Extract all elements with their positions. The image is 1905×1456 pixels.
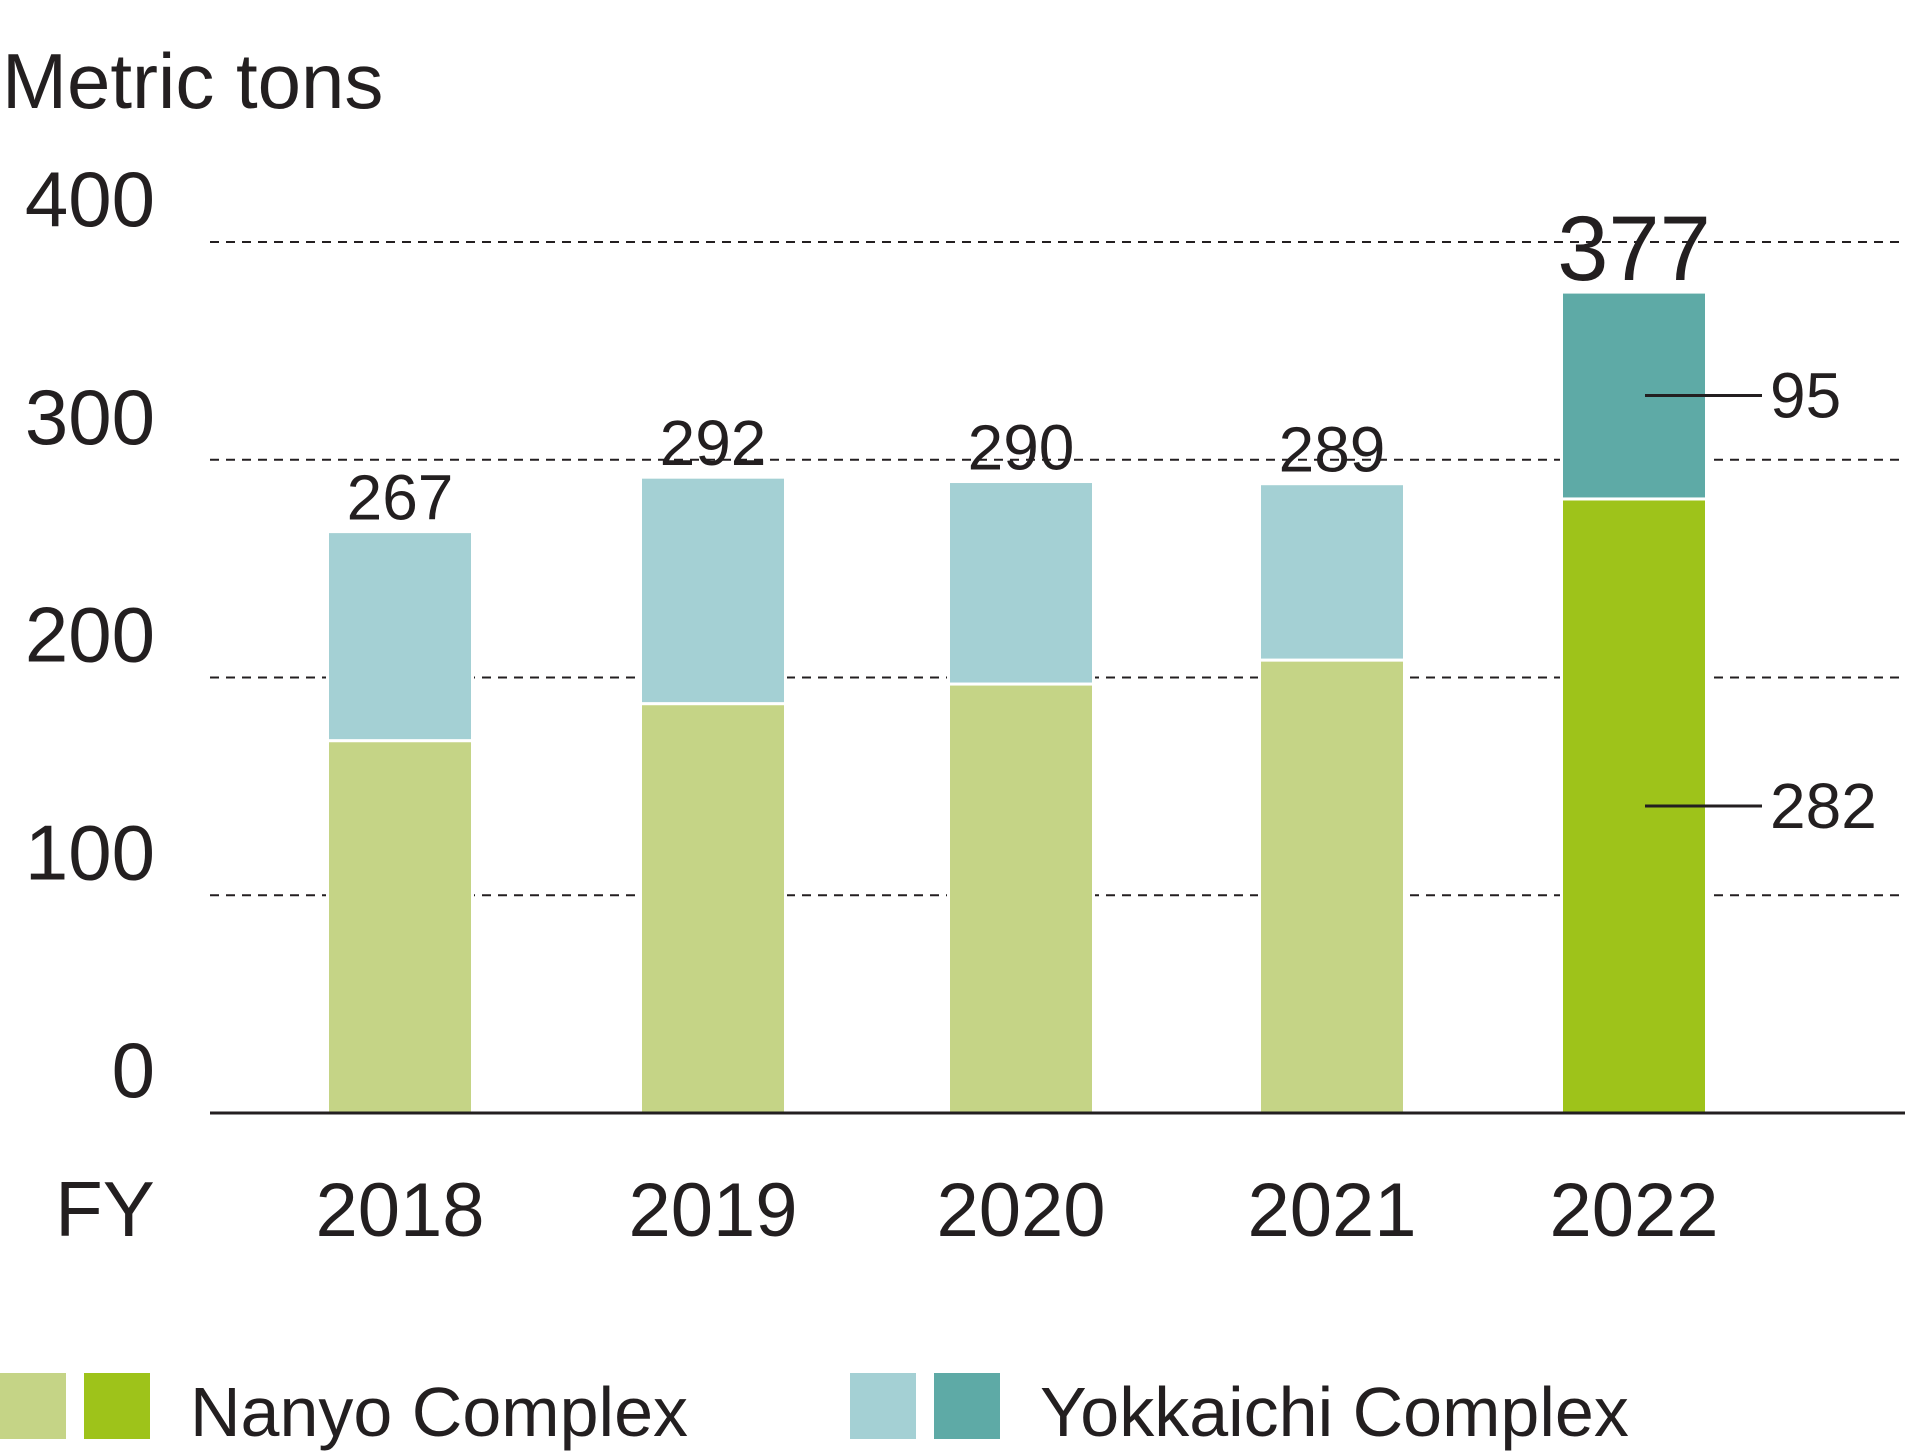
bar-segment: [947, 480, 1095, 686]
y-tick-labels: 0 100 200 300 400: [25, 155, 155, 1114]
legend-label: Nanyo Complex: [190, 1373, 688, 1451]
y-tick-label: 200: [25, 591, 155, 679]
total-label: 289: [1279, 414, 1386, 486]
legend-swatch: [850, 1373, 916, 1439]
bar-segment: [639, 475, 787, 706]
total-label: 292: [660, 407, 767, 479]
bar-segment: [1258, 482, 1406, 662]
legend-swatch: [934, 1373, 1000, 1439]
total-label: 290: [968, 412, 1075, 484]
x-tick-label: 2021: [1247, 1168, 1416, 1253]
total-label: 377: [1557, 198, 1711, 300]
x-axis-label: FY: [55, 1165, 155, 1253]
bar-segment: [326, 530, 474, 743]
bar-segment: [639, 702, 787, 1115]
legend-swatch: [0, 1373, 66, 1439]
bar-segment: [326, 739, 474, 1115]
legend: Nanyo Complex Yokkaichi Complex: [0, 1373, 1629, 1451]
y-tick-label: 400: [25, 155, 155, 243]
legend-swatch: [84, 1373, 150, 1439]
callout-label: 95: [1770, 360, 1841, 432]
x-tick-label: 2019: [628, 1168, 797, 1253]
y-tick-label: 0: [112, 1026, 155, 1114]
x-tick-label: 2018: [315, 1168, 484, 1253]
x-tick-label: 2020: [936, 1168, 1105, 1253]
x-tick-label: 2022: [1549, 1168, 1718, 1253]
callouts: 95 282: [1645, 360, 1877, 842]
bar-segment: [1258, 658, 1406, 1115]
total-labels: 267 292 290 289 377: [347, 198, 1711, 534]
bar-segment: [947, 682, 1095, 1115]
y-tick-label: 300: [25, 373, 155, 461]
x-tick-labels: 2018 2019 2020 2021 2022: [315, 1168, 1718, 1253]
y-tick-label: 100: [25, 808, 155, 896]
total-label: 267: [347, 462, 454, 534]
y-axis-label: Metric tons: [2, 37, 383, 125]
legend-label: Yokkaichi Complex: [1040, 1373, 1629, 1451]
callout-label: 282: [1770, 770, 1877, 842]
